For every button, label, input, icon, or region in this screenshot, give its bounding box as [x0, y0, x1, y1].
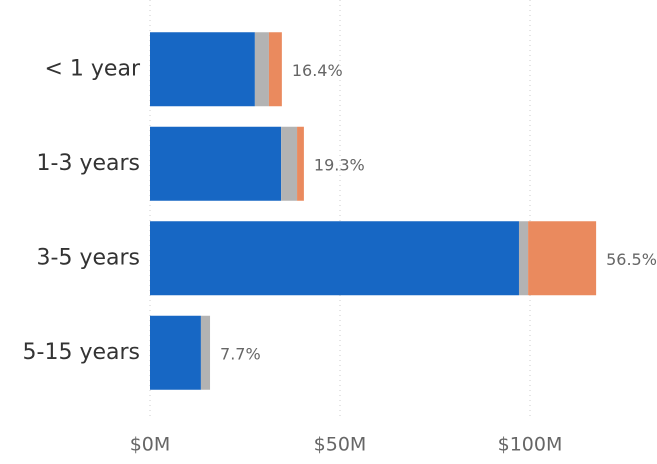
bar-segment [518, 221, 529, 296]
category-label: 5-15 years [23, 340, 140, 365]
bar-segment [150, 315, 201, 390]
category-label: 1-3 years [37, 151, 140, 176]
bar-segment [150, 221, 519, 296]
bar-segment [150, 32, 255, 107]
bar-segment [150, 126, 282, 201]
share-label: 56.5% [606, 250, 657, 269]
x-tick-label: $100M [498, 434, 563, 456]
share-label: 19.3% [314, 155, 365, 174]
bar-segment [297, 126, 304, 201]
share-label: 7.7% [220, 344, 261, 363]
category-label: < 1 year [45, 56, 141, 81]
x-tick-label: $0M [130, 434, 171, 456]
bar-segment [268, 32, 282, 107]
category-label: 3-5 years [37, 245, 140, 270]
bar-segment [200, 315, 211, 390]
bar-segment [254, 32, 269, 107]
x-tick-label: $50M [314, 434, 367, 456]
share-label: 16.4% [292, 61, 343, 80]
bar-segment [528, 221, 597, 296]
bar-segment [281, 126, 298, 201]
